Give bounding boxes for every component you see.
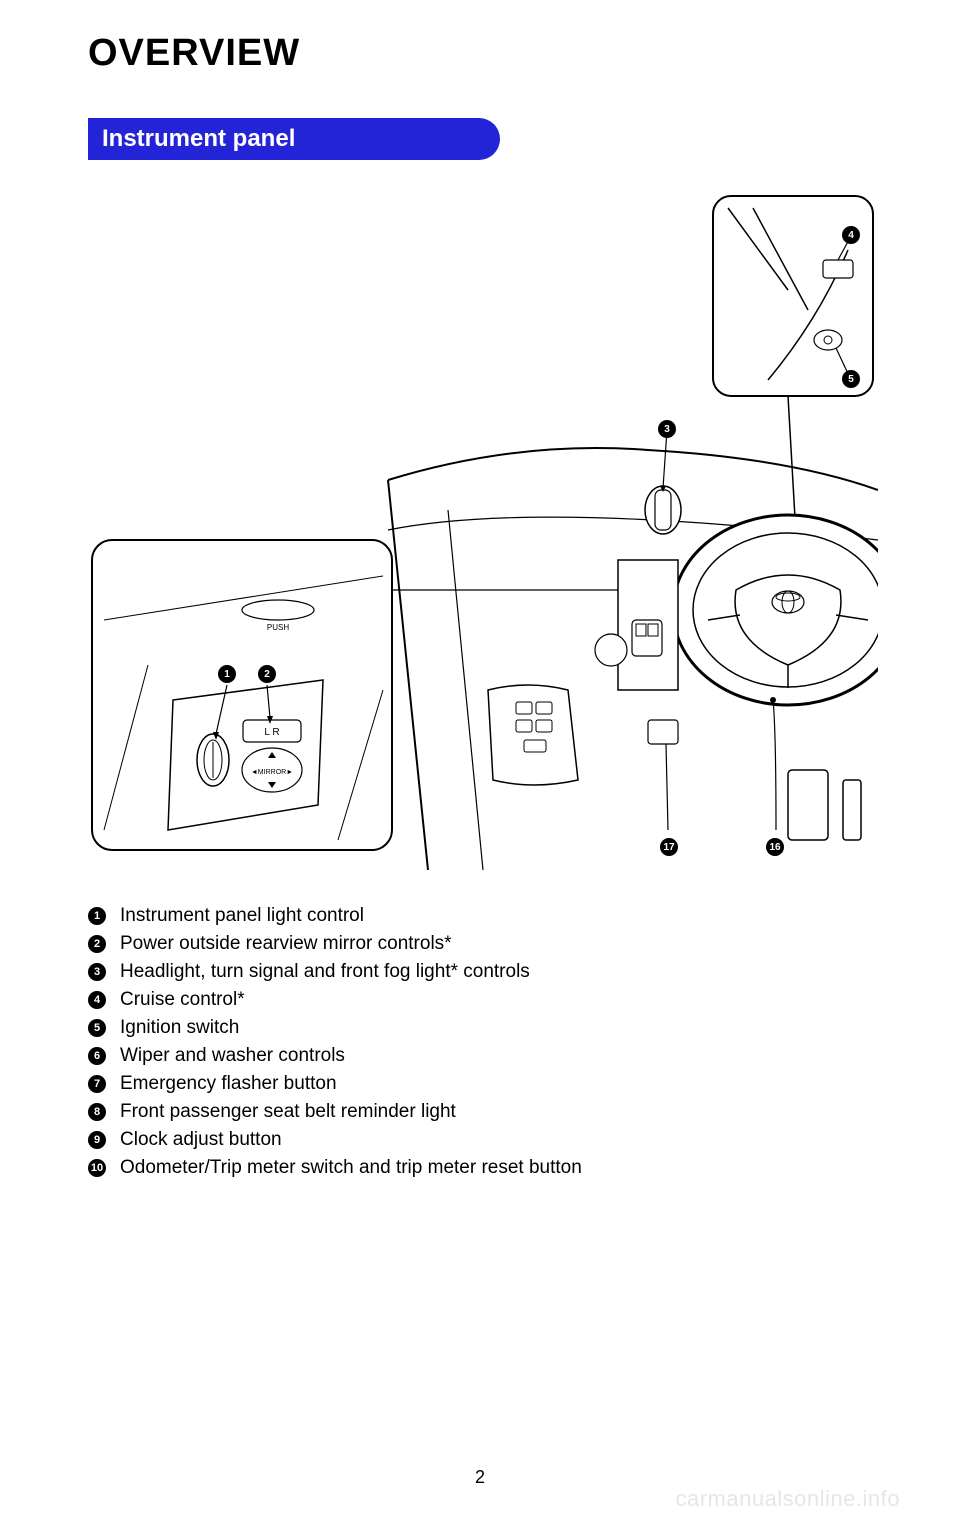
callout-3: 3 bbox=[658, 420, 676, 438]
legend-row: 3 Headlight, turn signal and front fog l… bbox=[88, 961, 868, 983]
legend-text: Power outside rearview mirror controls* bbox=[120, 933, 452, 955]
callout-17: 17 bbox=[660, 838, 678, 856]
legend-text: Front passenger seat belt reminder light bbox=[120, 1101, 456, 1123]
legend-row: 2 Power outside rearview mirror controls… bbox=[88, 933, 868, 955]
callout-5: 5 bbox=[842, 370, 860, 388]
legend-bullet: 10 bbox=[88, 1159, 106, 1177]
section-banner-text: Instrument panel bbox=[102, 125, 295, 153]
legend-text: Headlight, turn signal and front fog lig… bbox=[120, 961, 530, 983]
legend-bullet: 2 bbox=[88, 935, 106, 953]
legend-row: 7 Emergency flasher button bbox=[88, 1073, 868, 1095]
legend-text: Odometer/Trip meter switch and trip mete… bbox=[120, 1157, 582, 1179]
legend-row: 8 Front passenger seat belt reminder lig… bbox=[88, 1101, 868, 1123]
watermark: carmanualsonline.info bbox=[675, 1486, 900, 1512]
legend-row: 5 Ignition switch bbox=[88, 1017, 868, 1039]
legend-text: Ignition switch bbox=[120, 1017, 239, 1039]
diagram-svg: PUSH L R ◄MIRROR► bbox=[88, 190, 878, 870]
legend-text: Wiper and washer controls bbox=[120, 1045, 345, 1067]
legend-text: Instrument panel light control bbox=[120, 905, 364, 927]
legend-bullet: 4 bbox=[88, 991, 106, 1009]
callout-16: 16 bbox=[766, 838, 784, 856]
legend-text: Emergency flasher button bbox=[120, 1073, 337, 1095]
mirror-label: ◄MIRROR► bbox=[251, 769, 293, 776]
page-title: OVERVIEW bbox=[88, 32, 300, 75]
lr-label: L R bbox=[264, 727, 279, 738]
push-label: PUSH bbox=[267, 623, 289, 632]
legend-row: 1 Instrument panel light control bbox=[88, 905, 868, 927]
callout-1: 1 bbox=[218, 665, 236, 683]
legend-row: 9 Clock adjust button bbox=[88, 1129, 868, 1151]
callout-2: 2 bbox=[258, 665, 276, 683]
page-number: 2 bbox=[475, 1467, 485, 1488]
legend-bullet: 8 bbox=[88, 1103, 106, 1121]
legend-row: 10 Odometer/Trip meter switch and trip m… bbox=[88, 1157, 868, 1179]
legend-text: Cruise control* bbox=[120, 989, 245, 1011]
legend-bullet: 5 bbox=[88, 1019, 106, 1037]
legend-row: 4 Cruise control* bbox=[88, 989, 868, 1011]
section-banner: Instrument panel bbox=[88, 118, 500, 160]
legend-bullet: 1 bbox=[88, 907, 106, 925]
legend-bullet: 9 bbox=[88, 1131, 106, 1149]
instrument-panel-diagram: PUSH L R ◄MIRROR► 4 5 3 16 17 1 2 bbox=[88, 190, 878, 870]
legend-bullet: 3 bbox=[88, 963, 106, 981]
legend-text: Clock adjust button bbox=[120, 1129, 282, 1151]
legend-bullet: 6 bbox=[88, 1047, 106, 1065]
legend-bullet: 7 bbox=[88, 1075, 106, 1093]
callout-4: 4 bbox=[842, 226, 860, 244]
legend-row: 6 Wiper and washer controls bbox=[88, 1045, 868, 1067]
legend-list: 1 Instrument panel light control 2 Power… bbox=[88, 905, 868, 1185]
